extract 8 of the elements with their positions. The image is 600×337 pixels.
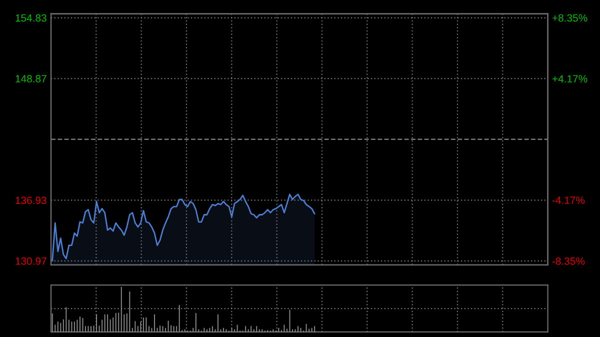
y-tick-label: 154.83 xyxy=(16,14,46,22)
y2-tick-label: -8.35% xyxy=(552,257,585,265)
y-tick-label: 148.87 xyxy=(16,75,46,82)
y2-tick-label: +8.35% xyxy=(552,14,588,22)
y2-tick-label: -4.17% xyxy=(552,196,585,204)
y-tick-label: 130.97 xyxy=(16,257,46,265)
y2-tick-label: +4.17% xyxy=(552,75,588,82)
y-tick-label: 136.93 xyxy=(16,196,46,204)
